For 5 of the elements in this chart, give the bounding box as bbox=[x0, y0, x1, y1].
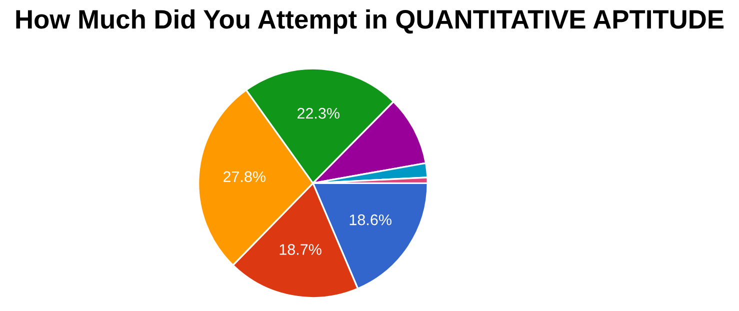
data-label: 18.6% bbox=[350, 214, 392, 226]
data-label: 18.7% bbox=[280, 244, 322, 255]
data-label: 27.8% bbox=[223, 171, 266, 182]
data-label: 22.3% bbox=[297, 108, 340, 119]
chart-title: How Much Did You Attempt in QUANTITATIVE APTITUDE bbox=[16, 9, 724, 34]
